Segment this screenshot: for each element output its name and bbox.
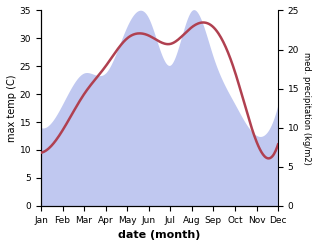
X-axis label: date (month): date (month) <box>118 230 201 240</box>
Y-axis label: max temp (C): max temp (C) <box>7 74 17 142</box>
Y-axis label: med. precipitation (kg/m2): med. precipitation (kg/m2) <box>302 52 311 165</box>
